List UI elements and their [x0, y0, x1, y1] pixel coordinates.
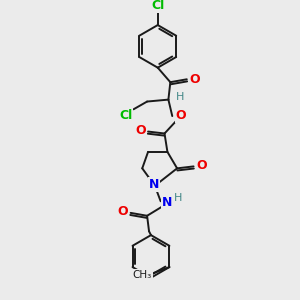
- Text: O: O: [135, 124, 146, 137]
- Text: CH₃: CH₃: [133, 270, 152, 280]
- Text: O: O: [176, 109, 186, 122]
- Text: O: O: [196, 159, 207, 172]
- Text: N: N: [162, 196, 172, 209]
- Text: O: O: [189, 73, 200, 86]
- Text: Cl: Cl: [151, 0, 164, 12]
- Text: H: H: [176, 92, 184, 102]
- Text: N: N: [149, 178, 159, 191]
- Text: H: H: [174, 194, 182, 203]
- Text: O: O: [118, 206, 128, 218]
- Text: Cl: Cl: [119, 109, 132, 122]
